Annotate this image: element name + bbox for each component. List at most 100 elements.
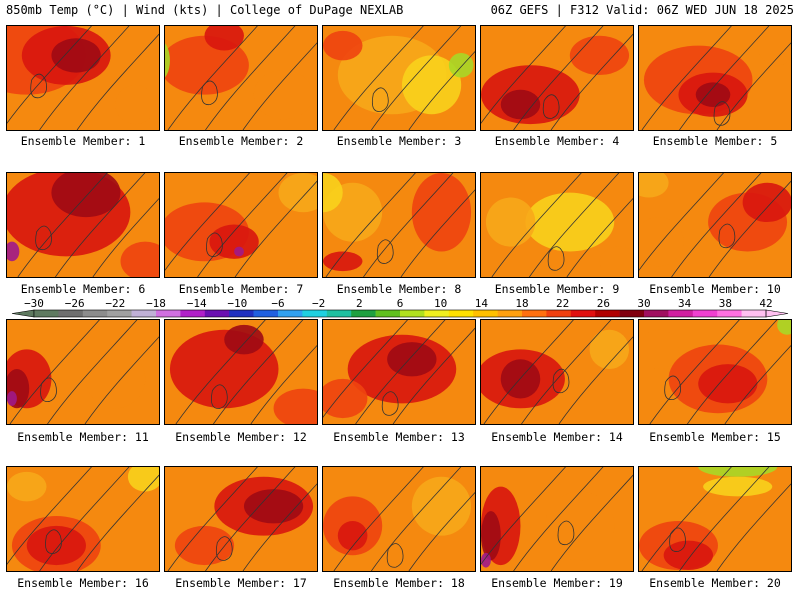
colorbar-tick-label: 38 [719,297,732,310]
temperature-field-map [323,173,475,277]
panel-caption: Ensemble Member: 14 [491,430,623,444]
panel-caption: Ensemble Member: 15 [649,430,781,444]
panel-caption: Ensemble Member: 7 [178,282,304,296]
temperature-field-map [7,467,159,571]
colorbar-tick-label: 34 [678,297,692,310]
ensemble-panel [638,25,792,131]
ensemble-panel [480,319,634,425]
colorbar-swatch [546,310,572,317]
colorbar-swatch [204,310,230,317]
ensemble-panel [164,466,318,572]
ensemble-panel [638,319,792,425]
temperature-field-map [165,467,317,571]
ensemble-panel [164,319,318,425]
temperature-field-map [481,320,633,424]
colorbar-tick-label: 26 [597,297,610,310]
ensemble-panel [6,466,160,572]
colorbar-swatch [522,310,547,317]
ensemble-panel [480,466,634,572]
ensemble-panel [6,319,160,425]
colorbar-swatch [717,310,742,317]
panel-caption: Ensemble Member: 10 [649,282,781,296]
colorbar-tick-label: 2 [356,297,363,310]
colorbar-swatch [644,310,669,317]
temperature-field-map [323,467,475,571]
ensemble-panel [322,319,476,425]
temperature-field-map [481,26,633,130]
temperature-field-map [481,467,633,571]
colorbar-swatch [326,310,352,317]
ensemble-panel [638,466,792,572]
colorbar-swatch [180,310,206,317]
ensemble-panel [480,25,634,131]
header-run-info: 06Z GEFS | F312 Valid: 06Z WED JUN 18 20… [490,3,794,17]
temperature-field-map [639,467,791,571]
colorbar-tick-label: 10 [434,297,447,310]
colorbar-swatch [668,310,694,317]
colorbar-tick-label: −22 [105,297,125,310]
colorbar-tick-label: 14 [475,297,489,310]
colorbar-swatch [570,310,596,317]
temperature-field-map [165,26,317,130]
colorbar-swatch [497,310,523,317]
colorbar-tick-label: 18 [515,297,528,310]
colorbar-tick-label: −18 [146,297,166,310]
temperature-field-map [639,173,791,277]
colorbar-swatch [424,310,450,317]
colorbar-swatch [229,310,254,317]
colorbar-tick-label: −26 [65,297,85,310]
panel-caption: Ensemble Member: 5 [652,134,778,148]
panel-caption: Ensemble Member: 9 [494,282,620,296]
ensemble-panel [322,172,476,278]
panel-caption: Ensemble Member: 4 [494,134,620,148]
colorbar-swatch [400,310,425,317]
temperature-field-map [7,26,159,130]
temperature-colorbar: −30 −26 −22 −18 −14 −10 −6 −2 2 6 10 14 18 22 26 30 34 38… [11,297,789,318]
ensemble-panel [6,172,160,278]
ensemble-panel [6,25,160,131]
colorbar-swatch [351,310,376,317]
ensemble-panel [322,466,476,572]
colorbar-swatch [107,310,132,317]
temperature-field-map [165,173,317,277]
colorbar-tick-label: −10 [227,297,247,310]
colorbar-swatch [448,310,474,317]
panel-caption: Ensemble Member: 17 [175,576,307,590]
colorbar-swatch [82,310,108,317]
colorbar-right-arrow [765,309,789,318]
temperature-field-map [165,320,317,424]
colorbar-tick-label: 6 [397,297,404,310]
ensemble-panel [164,172,318,278]
panel-caption: Ensemble Member: 11 [17,430,149,444]
temperature-field-map [323,26,475,130]
colorbar-tick-label: 30 [637,297,650,310]
panel-caption: Ensemble Member: 8 [336,282,462,296]
panel-caption: Ensemble Member: 6 [20,282,146,296]
colorbar-swatch [278,310,303,317]
colorbar-swatch [156,310,181,317]
temperature-field-map [323,320,475,424]
temperature-field-map [481,173,633,277]
ensemble-panel [480,172,634,278]
colorbar-tick-label: −14 [187,297,207,310]
colorbar-swatch [58,310,84,317]
temperature-field-map [7,173,159,277]
colorbar-tick-label: −30 [24,297,44,310]
ensemble-panel [638,172,792,278]
colorbar-tick-label: 22 [556,297,569,310]
panel-caption: Ensemble Member: 3 [336,134,462,148]
panel-caption: Ensemble Member: 16 [17,576,149,590]
colorbar-swatch [595,310,620,317]
panel-caption: Ensemble Member: 18 [333,576,465,590]
panel-caption: Ensemble Member: 12 [175,430,307,444]
ensemble-panel [322,25,476,131]
ensemble-panel [164,25,318,131]
panel-caption: Ensemble Member: 2 [178,134,304,148]
colorbar-swatch [692,310,718,317]
panel-caption: Ensemble Member: 13 [333,430,465,444]
colorbar-swatch [473,310,498,317]
colorbar-left-arrow [11,309,35,318]
temperature-field-map [639,26,791,130]
colorbar-swatch [253,310,279,317]
temperature-field-map [7,320,159,424]
